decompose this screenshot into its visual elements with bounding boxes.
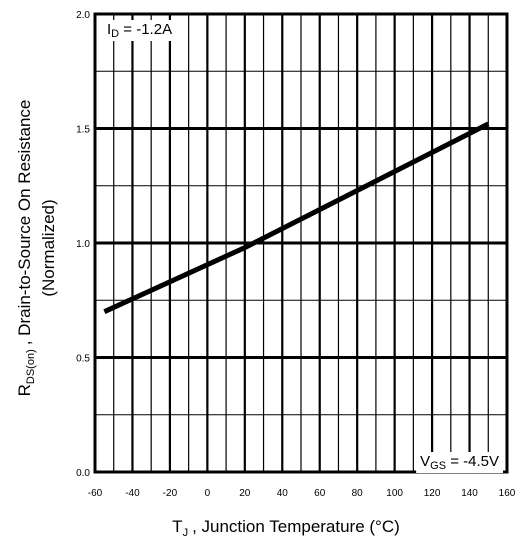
annotation-drain-current-sub: D [111, 28, 119, 40]
x-tick-label: 140 [461, 488, 478, 499]
x-axis-label-main: T [172, 517, 182, 536]
x-tick-label: -60 [88, 488, 103, 499]
y-axis-label-main: R [15, 384, 34, 396]
annotation-drain-current-background [103, 20, 177, 41]
x-tick-label: -20 [163, 488, 178, 499]
x-tick-label: 0 [205, 488, 211, 499]
annotation-drain-current-rest: = -1.2A [119, 21, 172, 38]
tick-labels: -60 -40 -20 0 20 40 60 80 100 120 140 160 0.0 0.5 1.0 1… [76, 10, 516, 499]
y-tick-label: 2.0 [76, 10, 90, 21]
annotation-gate-voltage-rest: = -4.5V [446, 453, 499, 470]
annotation-drain-current-text: ID = -1.2A [107, 21, 172, 40]
x-tick-label: -40 [125, 488, 140, 499]
x-tick-label: 120 [424, 488, 441, 499]
annotation-gate-voltage-text: VGS = -4.5V [420, 453, 499, 472]
x-axis-label-rest: , Junction Temperature (°C) [192, 517, 400, 536]
y-tick-label: 0.0 [76, 468, 90, 479]
annotation-gate-voltage-background [416, 452, 503, 473]
x-tick-label: 80 [352, 488, 364, 499]
y-axis-label-rest: , Drain-to-Source On Resistance [15, 100, 34, 346]
annotation-gate-voltage: VGS = -4.5V [416, 452, 503, 473]
annotation-gate-voltage-main: V [420, 453, 430, 470]
x-tick-label: 60 [314, 488, 326, 499]
series-line [103, 121, 490, 314]
x-tick-label: 100 [386, 488, 403, 499]
y-tick-label: 0.5 [76, 354, 90, 365]
annotation-drain-current-main: I [107, 21, 111, 38]
annotation-drain-current: ID = -1.2A [103, 20, 177, 41]
x-axis-label: TJ, Junction Temperature (°C) [172, 517, 400, 539]
x-tick-label: 40 [277, 488, 289, 499]
annotation-gate-voltage-sub: GS [430, 460, 446, 472]
y-tick-label: 1.0 [76, 239, 90, 250]
y-axis-label-line1: RDS(on) , Drain-to-Source On Resistance [15, 100, 37, 397]
gridlines [95, 14, 507, 472]
y-tick-label: 1.5 [76, 125, 90, 136]
y-axis-label: RDS(on) , Drain-to-Source On Resistance (… [15, 100, 58, 397]
x-tick-label: 160 [499, 488, 516, 499]
series-lines [103, 121, 490, 314]
y-axis-label-line2: (Normalized) [39, 199, 58, 296]
plot-frame [93, 12, 509, 474]
x-tick-label: 20 [239, 488, 251, 499]
x-axis-label-sub: J [183, 527, 189, 539]
y-axis-label-sub: DS(on) [25, 349, 37, 384]
